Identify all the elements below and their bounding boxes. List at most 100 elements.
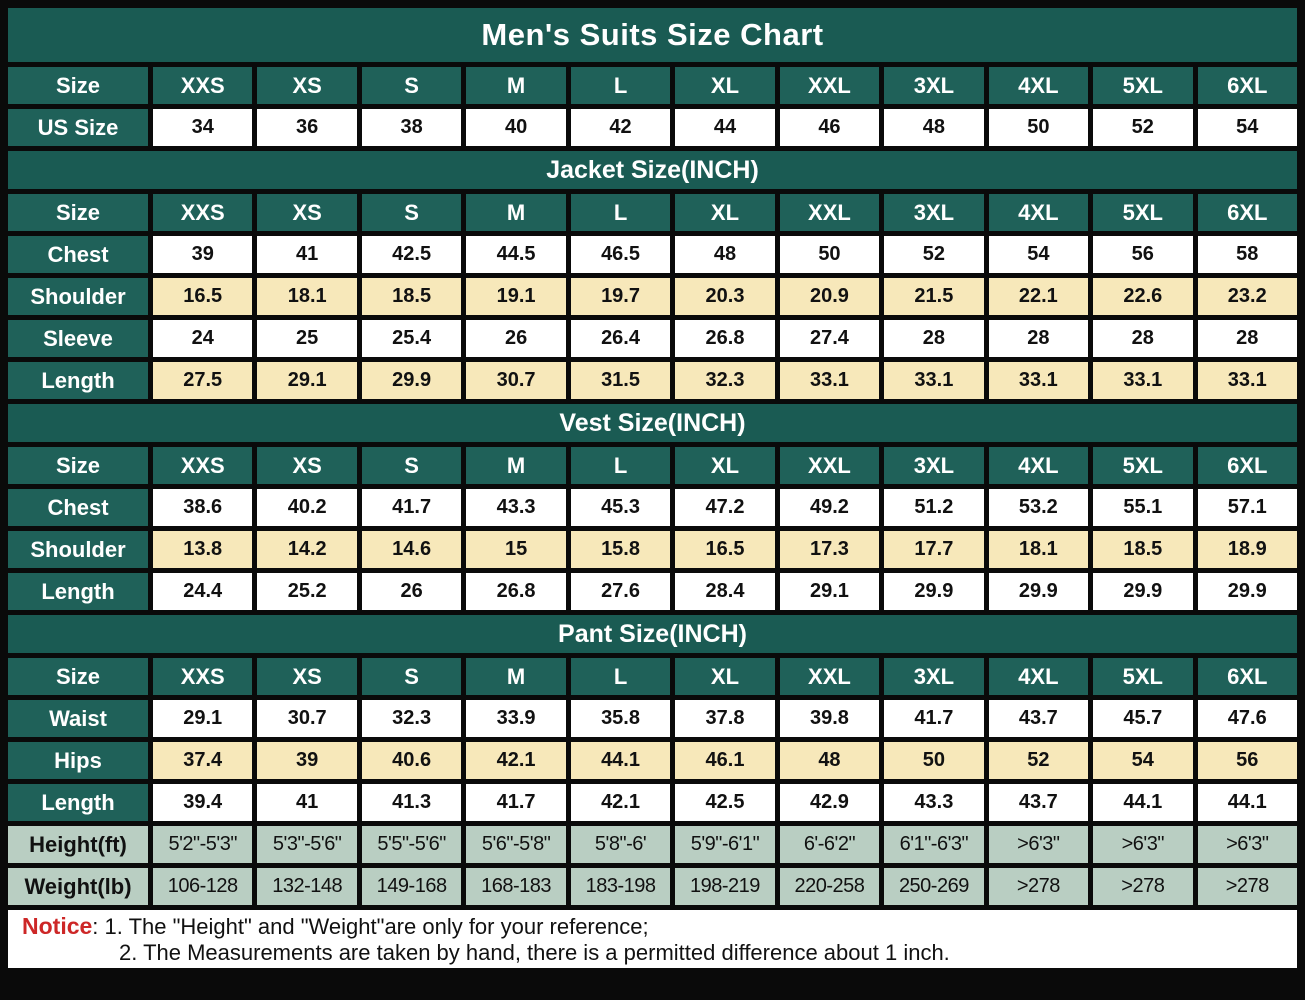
- row-label: Hips: [8, 742, 148, 779]
- table-row: US Size 34 36 38 40 42 44 46 48 50 52 54: [8, 109, 1297, 146]
- table-row: Size XXS XS S M L XL XXL 3XL 4XL 5XL 6XL: [8, 67, 1297, 104]
- value-cell: 29.9: [1197, 573, 1297, 610]
- value-cell: 23.2: [1197, 278, 1297, 315]
- value-cell: 52: [884, 236, 984, 273]
- row-label: Waist: [8, 700, 148, 737]
- section-header: Vest Size(INCH): [8, 404, 1297, 442]
- value-cell: 183-198: [570, 868, 671, 905]
- value-cell: 44.1: [570, 742, 671, 779]
- size-header-cell: XS: [257, 67, 357, 104]
- value-cell: 41: [257, 236, 357, 273]
- value-cell: 37.4: [153, 742, 253, 779]
- value-cell: 14.6: [361, 531, 462, 568]
- value-cell: >6'3": [1093, 826, 1193, 863]
- row-label: Shoulder: [8, 531, 148, 568]
- size-header-cell: 4XL: [988, 658, 1089, 695]
- value-cell: >278: [988, 868, 1089, 905]
- value-cell: 52: [1093, 109, 1193, 146]
- size-header-cell: S: [361, 447, 462, 484]
- value-cell: 48: [779, 742, 880, 779]
- value-cell: 40: [466, 109, 566, 146]
- value-cell: 22.6: [1093, 278, 1193, 315]
- size-header-cell: 6XL: [1197, 658, 1297, 695]
- value-cell: 57.1: [1197, 489, 1297, 526]
- value-cell: 28: [884, 320, 984, 357]
- size-header-cell: 5XL: [1093, 447, 1193, 484]
- value-cell: 33.1: [988, 362, 1089, 399]
- row-label: Chest: [8, 489, 148, 526]
- size-header-cell: S: [361, 658, 462, 695]
- value-cell: 26: [361, 573, 462, 610]
- value-cell: 39: [257, 742, 357, 779]
- value-cell: 33.1: [779, 362, 880, 399]
- size-header-cell: XL: [675, 447, 775, 484]
- value-cell: 28.4: [675, 573, 775, 610]
- value-cell: 41.7: [884, 700, 984, 737]
- value-cell: 54: [1093, 742, 1193, 779]
- section-header: Pant Size(INCH): [8, 615, 1297, 653]
- value-cell: 43.3: [884, 784, 984, 821]
- size-header-cell: 3XL: [884, 194, 984, 231]
- row-label: Size: [8, 447, 148, 484]
- value-cell: 32.3: [675, 362, 775, 399]
- value-cell: 6'-6'2": [779, 826, 880, 863]
- value-cell: 30.7: [257, 700, 357, 737]
- value-cell: >6'3": [988, 826, 1089, 863]
- value-cell: 49.2: [779, 489, 880, 526]
- table-row: Weight(lb) 106-128 132-148 149-168 168-183 18…: [8, 868, 1297, 905]
- value-cell: 51.2: [884, 489, 984, 526]
- value-cell: 43.7: [988, 784, 1089, 821]
- value-cell: 56: [1093, 236, 1193, 273]
- size-header-cell: XXL: [779, 67, 880, 104]
- value-cell: 28: [988, 320, 1089, 357]
- size-header-cell: L: [570, 194, 671, 231]
- row-label: Length: [8, 573, 148, 610]
- table-row: Height(ft) 5'2"-5'3" 5'3"-5'6" 5'5"-5'6" 5'6…: [8, 826, 1297, 863]
- row-label: Shoulder: [8, 278, 148, 315]
- value-cell: 31.5: [570, 362, 671, 399]
- value-cell: 48: [884, 109, 984, 146]
- table-row: Chest 39 41 42.5 44.5 46.5 48 50 52 54 56 58: [8, 236, 1297, 273]
- value-cell: 18.5: [361, 278, 462, 315]
- value-cell: 44.5: [466, 236, 566, 273]
- value-cell: 24: [153, 320, 253, 357]
- size-header-cell: L: [570, 658, 671, 695]
- value-cell: 54: [988, 236, 1089, 273]
- size-header-cell: XL: [675, 67, 775, 104]
- value-cell: 46.1: [675, 742, 775, 779]
- size-header-cell: XXS: [153, 658, 253, 695]
- value-cell: 13.8: [153, 531, 253, 568]
- value-cell: 29.1: [779, 573, 880, 610]
- size-header-cell: S: [361, 194, 462, 231]
- value-cell: 26.8: [466, 573, 566, 610]
- notice-block: Notice: 1. The "Height" and "Weight"are …: [8, 910, 1297, 968]
- value-cell: 14.2: [257, 531, 357, 568]
- table-row: Chest 38.6 40.2 41.7 43.3 45.3 47.2 49.2 51.2 53.…: [8, 489, 1297, 526]
- table-row: Shoulder 13.8 14.2 14.6 15 15.8 16.5 17.3 17.7 18…: [8, 531, 1297, 568]
- value-cell: 41: [257, 784, 357, 821]
- value-cell: 36: [257, 109, 357, 146]
- table-row: Size XXS XS S M L XL XXL 3XL 4XL 5XL 6XL: [8, 658, 1297, 695]
- size-header-cell: 3XL: [884, 658, 984, 695]
- value-cell: 29.9: [988, 573, 1089, 610]
- value-cell: 20.3: [675, 278, 775, 315]
- value-cell: 16.5: [675, 531, 775, 568]
- value-cell: 58: [1197, 236, 1297, 273]
- value-cell: 17.3: [779, 531, 880, 568]
- size-header-cell: M: [466, 447, 566, 484]
- value-cell: 40.2: [257, 489, 357, 526]
- notice-label: Notice: [22, 913, 93, 939]
- size-header-cell: XS: [257, 658, 357, 695]
- table-row: Size XXS XS S M L XL XXL 3XL 4XL 5XL 6XL: [8, 194, 1297, 231]
- table-row: Shoulder 16.5 18.1 18.5 19.1 19.7 20.3 20.9 21.5…: [8, 278, 1297, 315]
- value-cell: 53.2: [988, 489, 1089, 526]
- value-cell: 29.1: [153, 700, 253, 737]
- value-cell: 33.1: [1197, 362, 1297, 399]
- section-header: Jacket Size(INCH): [8, 151, 1297, 189]
- size-header-cell: XS: [257, 194, 357, 231]
- value-cell: 26.4: [570, 320, 671, 357]
- value-cell: 54: [1197, 109, 1297, 146]
- value-cell: 38.6: [153, 489, 253, 526]
- value-cell: 19.1: [466, 278, 566, 315]
